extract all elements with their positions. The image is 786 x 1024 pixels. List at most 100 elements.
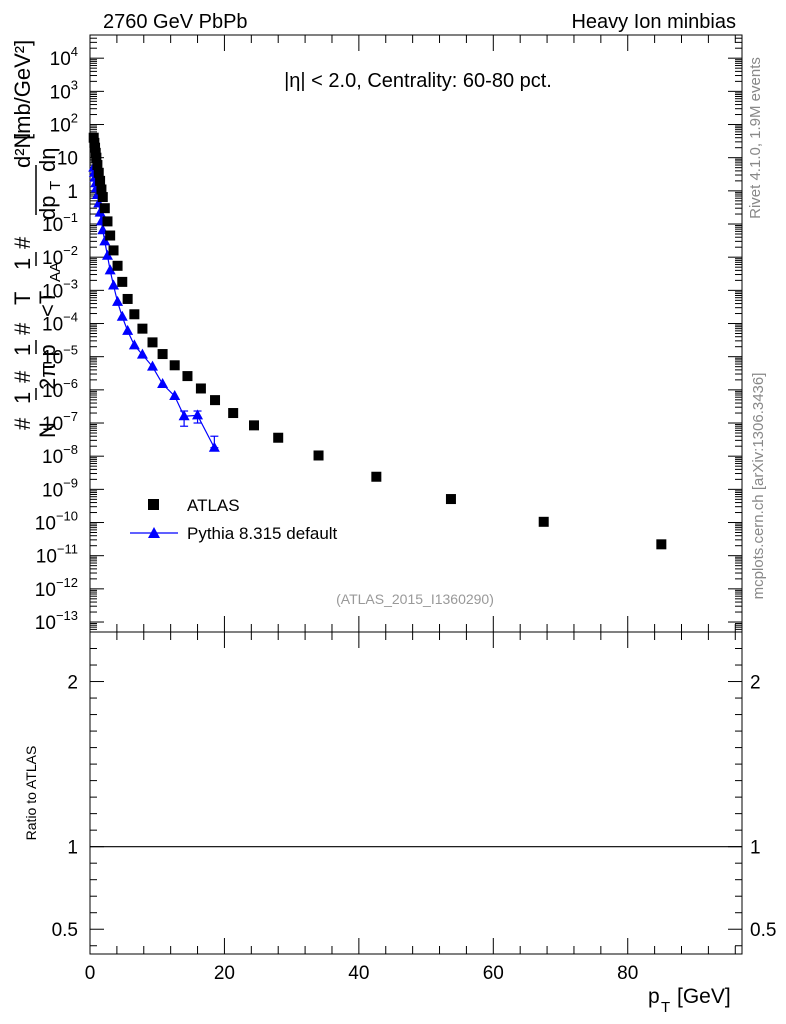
- atlas-point: [97, 192, 108, 203]
- atlas-point: [313, 450, 324, 461]
- ratio-y-tick-label-right: 1: [750, 838, 761, 859]
- atlas-point: [91, 152, 102, 163]
- ratio-y-axis-label: Ratio to ATLAS: [23, 746, 39, 841]
- legend-atlas-marker: [148, 499, 159, 510]
- atlas-point: [445, 494, 456, 505]
- atlas-point: [157, 349, 168, 360]
- ratio-x-axis-ticks: [89, 632, 736, 954]
- mc-point: [112, 295, 124, 306]
- legend: ATLAS Pythia 8.315 default: [130, 496, 338, 543]
- ylabel-units: [mb/GeV²]: [10, 40, 35, 140]
- atlas-point: [182, 371, 193, 382]
- ylabel-hash-2: #: [10, 370, 35, 383]
- mc-point: [101, 249, 113, 260]
- y-tick-label: 10−12: [35, 575, 78, 601]
- atlas-point: [656, 539, 667, 550]
- y-tick-label: 10−2: [42, 243, 78, 269]
- atlas-point: [117, 276, 128, 287]
- ylabel-hash-3: #: [10, 322, 35, 335]
- ratio-y-tick-label: 2: [67, 673, 78, 694]
- mc-series-line: [93, 167, 215, 448]
- atlas-point: [95, 175, 106, 186]
- ylabel-frac4-den: dp: [35, 196, 60, 220]
- mc-point: [136, 348, 148, 359]
- x-tick-label: 40: [348, 963, 369, 984]
- mc-point: [147, 360, 159, 371]
- atlas-point: [90, 142, 101, 153]
- y-tick-label: 10−3: [42, 276, 78, 302]
- ylabel-frac2-den: 2π p: [35, 344, 60, 390]
- ylabel-sub-T-2: T: [47, 181, 64, 190]
- atlas-point: [371, 471, 382, 482]
- y-tick-label: 10−4: [42, 310, 78, 336]
- x-tick-label: 0: [85, 963, 96, 984]
- y-tick-label: 10−13: [35, 608, 78, 634]
- mc-point: [122, 324, 134, 335]
- mc-point: [116, 310, 128, 321]
- main-x-axis-ticks: [89, 35, 736, 632]
- atlas-point: [108, 245, 119, 256]
- mc-point: [104, 264, 116, 275]
- atlas-point: [93, 167, 104, 178]
- mcplots-label: mcplots.cern.ch [arXiv:1306.3436]: [750, 373, 767, 600]
- rivet-version-label: Rivet 4.1.0, 1.9M events: [747, 57, 764, 219]
- y-tick-label: 10−9: [42, 475, 78, 501]
- y-tick-label: 10−7: [42, 409, 78, 435]
- x-tick-label: 80: [617, 963, 638, 984]
- main-y-tick-labels: 10−1310−1210−1110−1010−910−810−710−610−5…: [35, 44, 78, 634]
- mc-point: [192, 409, 204, 420]
- annotation-label: |η| < 2.0, Centrality: 60-80 pct.: [284, 70, 552, 92]
- mc-point: [128, 339, 140, 350]
- mc-point: [108, 279, 120, 290]
- ylabel-frac1-den: N: [35, 422, 60, 438]
- legend-mc-marker: [148, 527, 160, 538]
- xlabel-p: p: [648, 985, 660, 1008]
- legend-atlas-label: ATLAS: [187, 496, 240, 515]
- legend-mc-label: Pythia 8.315 default: [187, 524, 338, 543]
- main-y-axis-ticks: [90, 34, 742, 633]
- ratio-tick-labels: 0.5 0.51 12 20 20 40 60 80: [52, 673, 777, 984]
- ylabel-frac3-num: 1: [10, 258, 35, 270]
- mc-point: [169, 390, 181, 401]
- ratio-y-axis-ticks: [90, 631, 742, 947]
- ylabel-hash-4: #: [10, 236, 35, 249]
- mc-point: [157, 378, 169, 389]
- atlas-point: [129, 309, 140, 320]
- ratio-y-tick-label-right: 0.5: [750, 920, 776, 941]
- atlas-point: [102, 216, 113, 227]
- ylabel-frac2-num: 1: [10, 344, 35, 356]
- y-tick-label: 10−1: [42, 210, 78, 236]
- y-tick-label: 104: [50, 44, 78, 70]
- atlas-point: [112, 260, 123, 271]
- x-tick-label: 20: [214, 963, 235, 984]
- atlas-point: [538, 516, 549, 527]
- atlas-point: [249, 420, 260, 431]
- atlas-point: [137, 323, 148, 334]
- atlas-series-layer: [88, 132, 667, 550]
- analysis-watermark: (ATLAS_2015_I1360290): [336, 591, 494, 607]
- y-tick-label: 1: [67, 182, 78, 203]
- y-tick-label: 102: [50, 111, 78, 137]
- mc-point: [178, 410, 190, 421]
- header-right-title: Heavy Ion minbias: [571, 11, 736, 33]
- atlas-point: [96, 184, 107, 195]
- atlas-point: [273, 432, 284, 443]
- atlas-point: [122, 293, 133, 304]
- y-tick-label: 10−10: [35, 509, 78, 535]
- header-left-title: 2760 GeV PbPb: [103, 11, 248, 33]
- mc-point: [99, 235, 111, 246]
- xlabel-unit: [GeV]: [677, 985, 731, 1008]
- ylabel-deta: dη: [35, 148, 60, 172]
- ylabel-frac1-num: 1: [10, 392, 35, 404]
- atlas-point: [105, 230, 116, 241]
- y-tick-label: 103: [50, 77, 78, 103]
- y-tick-label: 10: [57, 149, 78, 170]
- ratio-y-tick-label-right: 2: [750, 673, 761, 694]
- ratio-y-tick-label: 1: [67, 838, 78, 859]
- ratio-panel-frame: [89, 631, 743, 955]
- xlabel-sub-T: T: [661, 999, 670, 1016]
- atlas-point: [88, 132, 99, 143]
- x-axis-label: p T [GeV]: [648, 985, 731, 1016]
- x-tick-label: 60: [483, 963, 504, 984]
